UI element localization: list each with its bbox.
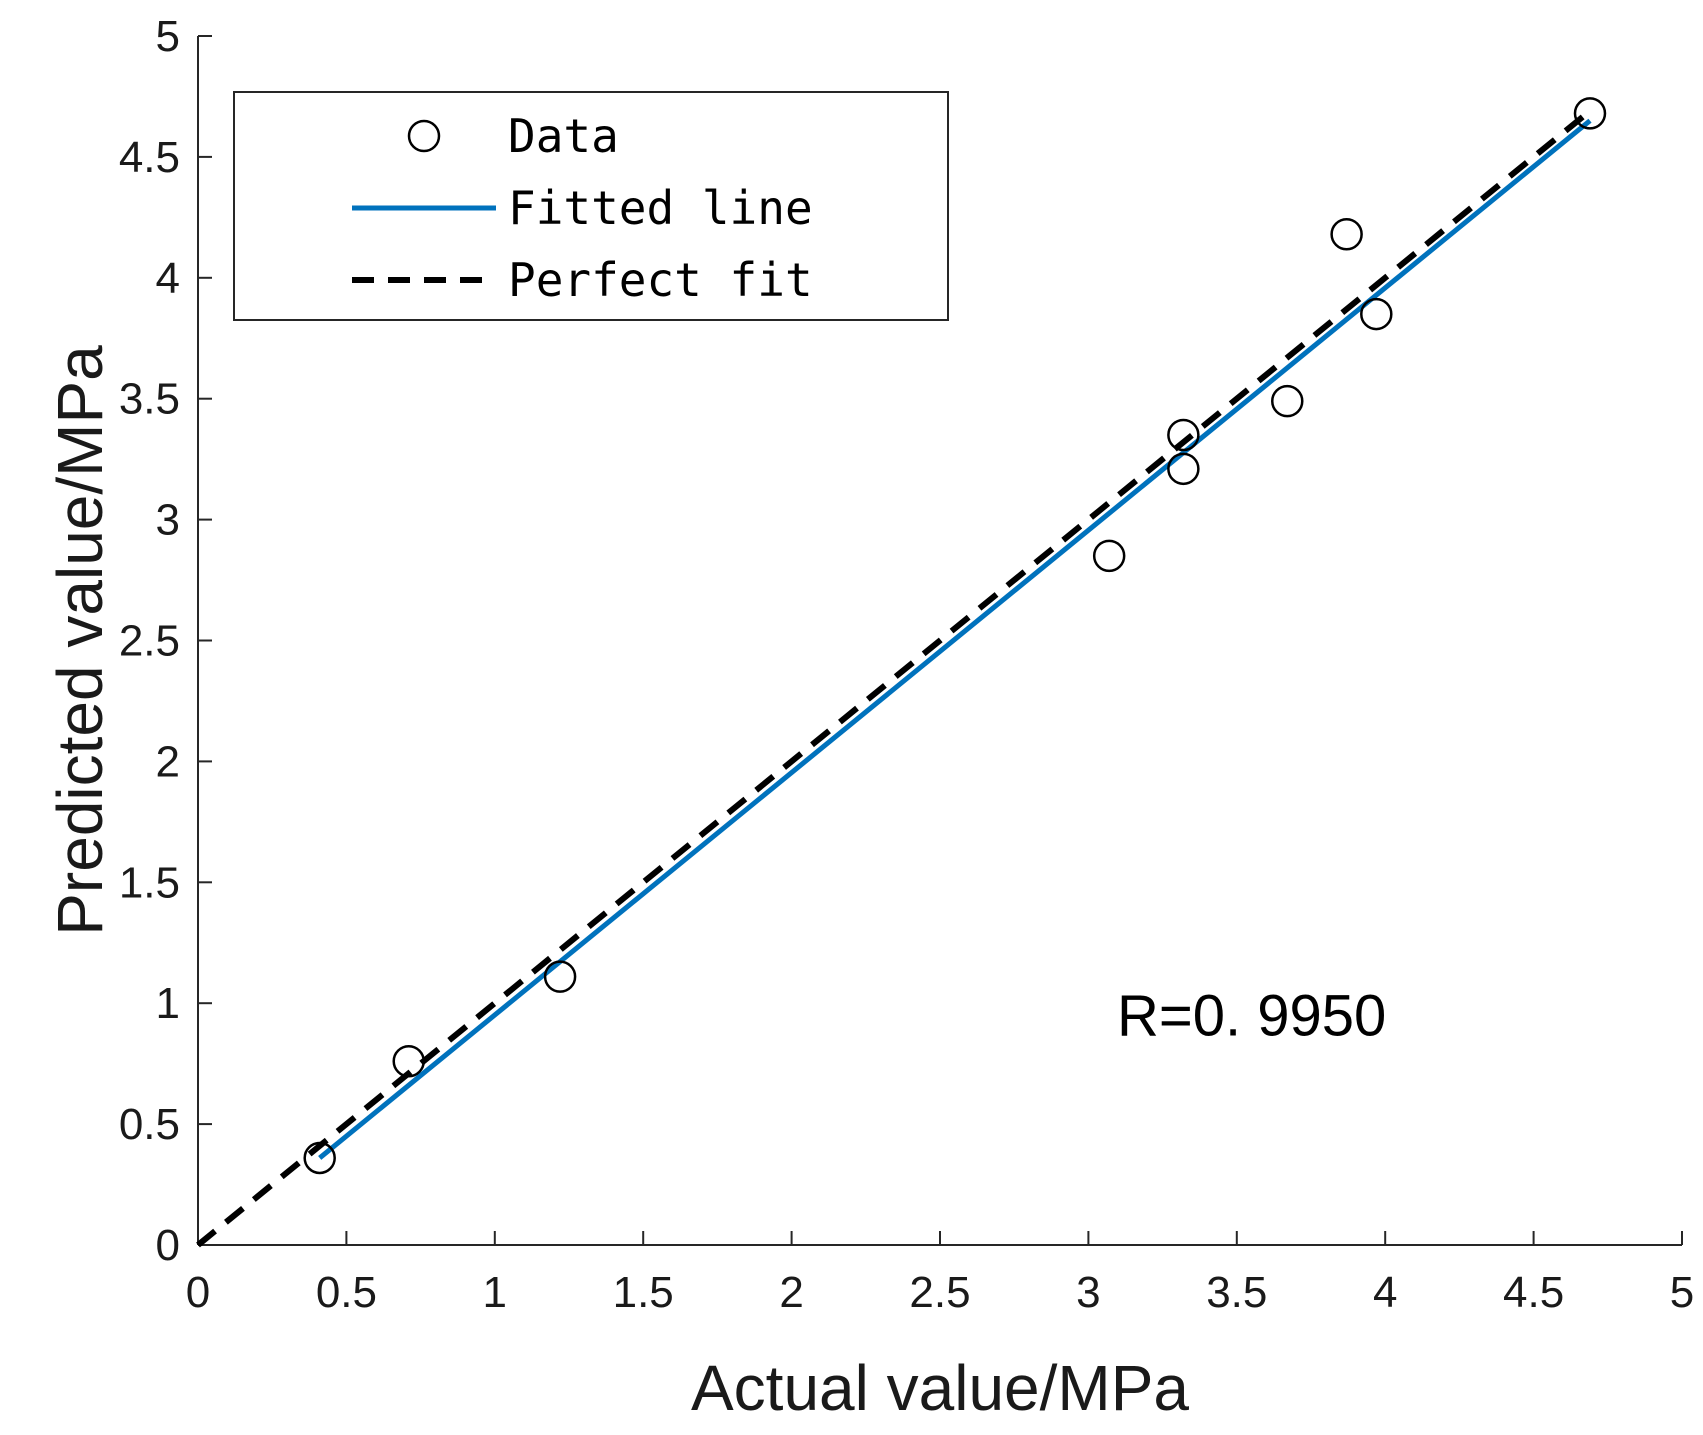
y-tick-label: 4 bbox=[156, 254, 180, 303]
r-value-annotation: R=0. 9950 bbox=[1117, 983, 1386, 1048]
y-tick-label: 3 bbox=[156, 496, 180, 545]
data-point bbox=[1167, 418, 1200, 452]
x-tick-label: 4.5 bbox=[1503, 1268, 1564, 1317]
data-point bbox=[1167, 452, 1200, 486]
perfect-fit-line bbox=[196, 108, 1592, 1248]
x-tick-label: 3.5 bbox=[1206, 1268, 1267, 1317]
x-axis-label: Actual value/MPa bbox=[691, 1352, 1189, 1424]
ticks: 0 0.5 1 1.5 2 2.5 3 3.5 4 4.5 5 0 0.5 1 1.5 2 2.5 3 3.5 4 4.… bbox=[119, 12, 1694, 1317]
x-tick-label: 0 bbox=[186, 1268, 210, 1317]
y-tick-label: 2 bbox=[156, 737, 180, 786]
data-point bbox=[303, 1141, 336, 1175]
x-tick-label: 1.5 bbox=[613, 1268, 674, 1317]
x-tick-label: 2 bbox=[779, 1268, 803, 1317]
data-point bbox=[392, 1044, 425, 1078]
x-tick-label: 3 bbox=[1076, 1268, 1100, 1317]
x-tick-label: 0.5 bbox=[316, 1268, 377, 1317]
y-tick-label: 1 bbox=[156, 979, 180, 1028]
y-tick-label: 0.5 bbox=[119, 1100, 180, 1149]
legend-marker-data bbox=[407, 119, 441, 153]
y-axis-label: Predicted value/MPa bbox=[44, 345, 116, 936]
y-tick-label: 1.5 bbox=[119, 858, 180, 907]
y-tick-label: 4.5 bbox=[119, 133, 180, 182]
legend-label: Perfect fit bbox=[508, 253, 813, 307]
series-points bbox=[303, 97, 1607, 1175]
legend: Data Fitted line Perfect fit bbox=[233, 91, 949, 321]
data-point bbox=[1271, 384, 1304, 418]
fitted-line bbox=[318, 118, 1592, 1160]
y-tick-label: 5 bbox=[156, 12, 180, 61]
legend-label: Data bbox=[508, 109, 619, 163]
y-tick-label: 2.5 bbox=[119, 617, 180, 666]
x-tick-label: 2.5 bbox=[909, 1268, 970, 1317]
y-tick-label: 0 bbox=[156, 1221, 180, 1270]
x-tick-label: 5 bbox=[1670, 1268, 1694, 1317]
x-tick-label: 4 bbox=[1373, 1268, 1397, 1317]
data-point bbox=[1092, 539, 1126, 573]
legend-label: Fitted line bbox=[508, 181, 813, 235]
y-tick-label: 3.5 bbox=[119, 375, 180, 424]
annotations: R=0. 9950 bbox=[1117, 983, 1386, 1048]
data-point bbox=[1330, 218, 1363, 251]
data-point bbox=[543, 960, 577, 993]
series-lines bbox=[196, 108, 1592, 1248]
data-point bbox=[1360, 297, 1393, 331]
x-tick-label: 1 bbox=[483, 1268, 507, 1317]
data-point bbox=[1573, 97, 1607, 130]
